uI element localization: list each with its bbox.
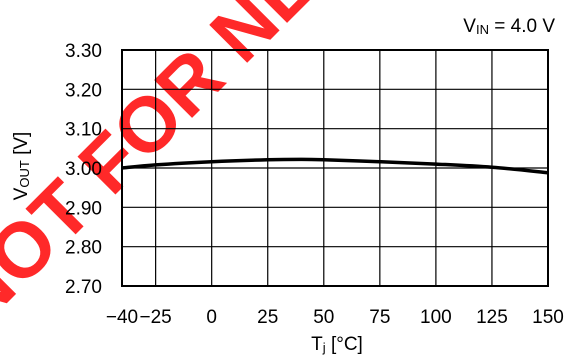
svg-text:NOT FOR NEW: NOT FOR NEW — [0, 0, 384, 342]
x-tick-labels: −40 −25 0 25 50 75 100 125 150 — [106, 307, 564, 328]
y-tick-label: 3.00 — [65, 159, 102, 180]
x-axis-label: Tj [°C] — [311, 334, 363, 355]
x-tick-label: 75 — [369, 307, 390, 328]
y-tick-labels: 2.70 2.80 2.90 3.00 3.10 3.20 3.30 — [65, 41, 102, 298]
watermark: NOT FOR NEW — [0, 0, 384, 342]
grid — [122, 50, 548, 286]
y-tick-label: 2.90 — [65, 198, 102, 219]
y-tick-label: 2.70 — [65, 277, 102, 298]
y-tick-label: 3.10 — [65, 120, 102, 141]
y-axis-label: VOUT [V] — [11, 132, 32, 201]
x-tick-label: 0 — [206, 307, 217, 328]
x-tick-label: −25 — [140, 307, 172, 328]
x-tick-label: 50 — [313, 307, 334, 328]
x-tick-label: −40 — [106, 307, 138, 328]
x-tick-label: 100 — [420, 307, 452, 328]
y-tick-label: 3.30 — [65, 41, 102, 62]
x-tick-label: 125 — [476, 307, 508, 328]
x-tick-label: 150 — [532, 307, 564, 328]
y-tick-label: 2.80 — [65, 238, 102, 259]
condition-label: VIN = 4.0 V — [463, 16, 555, 37]
series-line — [121, 157, 549, 175]
x-tick-label: 25 — [257, 307, 278, 328]
y-tick-label: 3.20 — [65, 80, 102, 101]
